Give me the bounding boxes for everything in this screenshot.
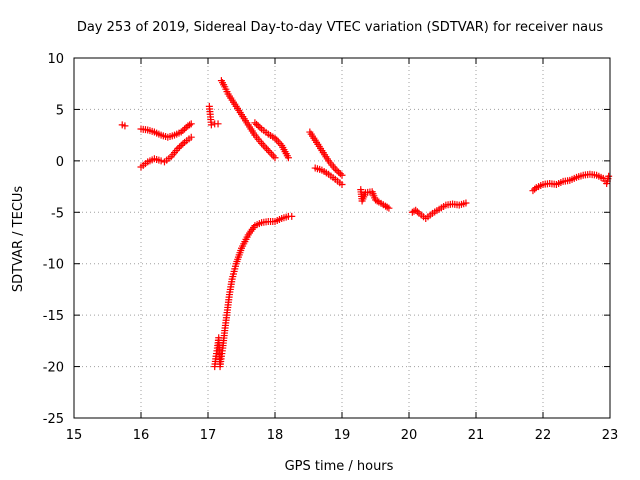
x-tick-label: 16 — [133, 428, 150, 443]
data-point-marker — [157, 157, 165, 165]
data-point-marker — [333, 167, 341, 175]
y-tick-label: -20 — [43, 361, 64, 376]
data-point-marker — [121, 122, 129, 130]
x-tick-label: 18 — [267, 428, 284, 443]
data-point-marker — [605, 172, 613, 180]
data-point-marker — [336, 170, 344, 178]
x-tick-label: 22 — [535, 428, 552, 443]
chart-title: Day 253 of 2019, Sidereal Day-to-day VTE… — [77, 20, 604, 35]
data-point-marker — [264, 147, 272, 155]
data-point-marker — [253, 120, 261, 128]
data-point-marker — [177, 141, 185, 149]
data-point-marker — [207, 121, 215, 129]
data-point-marker — [412, 206, 420, 214]
x-tick-label: 15 — [66, 428, 83, 443]
y-tick-label: -5 — [51, 206, 64, 221]
data-point-marker — [383, 203, 391, 211]
data-point-marker — [214, 120, 222, 128]
data-point-marker — [254, 122, 262, 130]
y-tick-label: -25 — [43, 412, 64, 427]
data-point-marker — [268, 150, 276, 158]
data-point-marker — [273, 136, 281, 144]
data-point-marker — [187, 133, 195, 141]
data-point-marker — [385, 204, 393, 212]
data-point-marker — [335, 168, 343, 176]
data-point-marker — [274, 138, 282, 146]
data-point-marker — [462, 199, 470, 207]
data-point-marker — [271, 154, 279, 162]
y-tick-label: 10 — [47, 52, 64, 67]
axis-ticks: 15 16 17 18 19 20 21 22 23 10 5 0 -5 -10 -15 -20 -25 — [43, 52, 619, 443]
data-point-marker — [331, 165, 339, 173]
grid-lines — [74, 58, 610, 418]
data-point-marker — [529, 187, 537, 195]
data-point-marker — [251, 119, 259, 127]
data-point-marker — [338, 181, 346, 189]
y-tick-label: -10 — [43, 258, 64, 273]
y-axis-label: SDTVAR / TECUs — [11, 186, 26, 293]
data-point-marker — [179, 140, 187, 148]
data-point-marker — [284, 154, 292, 162]
data-point-marker — [269, 152, 277, 160]
data-point-marker — [413, 208, 421, 216]
data-point-marker — [177, 128, 185, 136]
x-tick-label: 20 — [401, 428, 418, 443]
data-points — [118, 77, 613, 371]
data-point-marker — [179, 127, 187, 135]
data-point-marker — [531, 185, 539, 193]
data-point-marker — [259, 141, 267, 149]
y-tick-label: 5 — [56, 103, 64, 118]
data-point-marker — [181, 125, 189, 133]
x-tick-label: 23 — [602, 428, 619, 443]
data-point-marker — [174, 145, 182, 153]
data-point-marker — [338, 171, 346, 179]
data-point-marker — [187, 120, 195, 128]
data-point-marker — [176, 143, 184, 151]
x-tick-label: 19 — [334, 428, 351, 443]
x-tick-label: 21 — [468, 428, 485, 443]
data-point-marker — [263, 145, 271, 153]
data-point-marker — [266, 148, 274, 156]
x-axis-label: GPS time / hours — [285, 459, 394, 474]
data-point-marker — [261, 143, 269, 151]
y-tick-label: -15 — [43, 309, 64, 324]
y-tick-label: 0 — [56, 155, 64, 170]
data-point-marker — [256, 123, 264, 131]
x-tick-label: 17 — [200, 428, 217, 443]
data-point-marker — [373, 197, 381, 205]
data-point-marker — [186, 121, 194, 129]
plot-frame — [73, 57, 611, 419]
data-point-marker — [288, 212, 296, 220]
